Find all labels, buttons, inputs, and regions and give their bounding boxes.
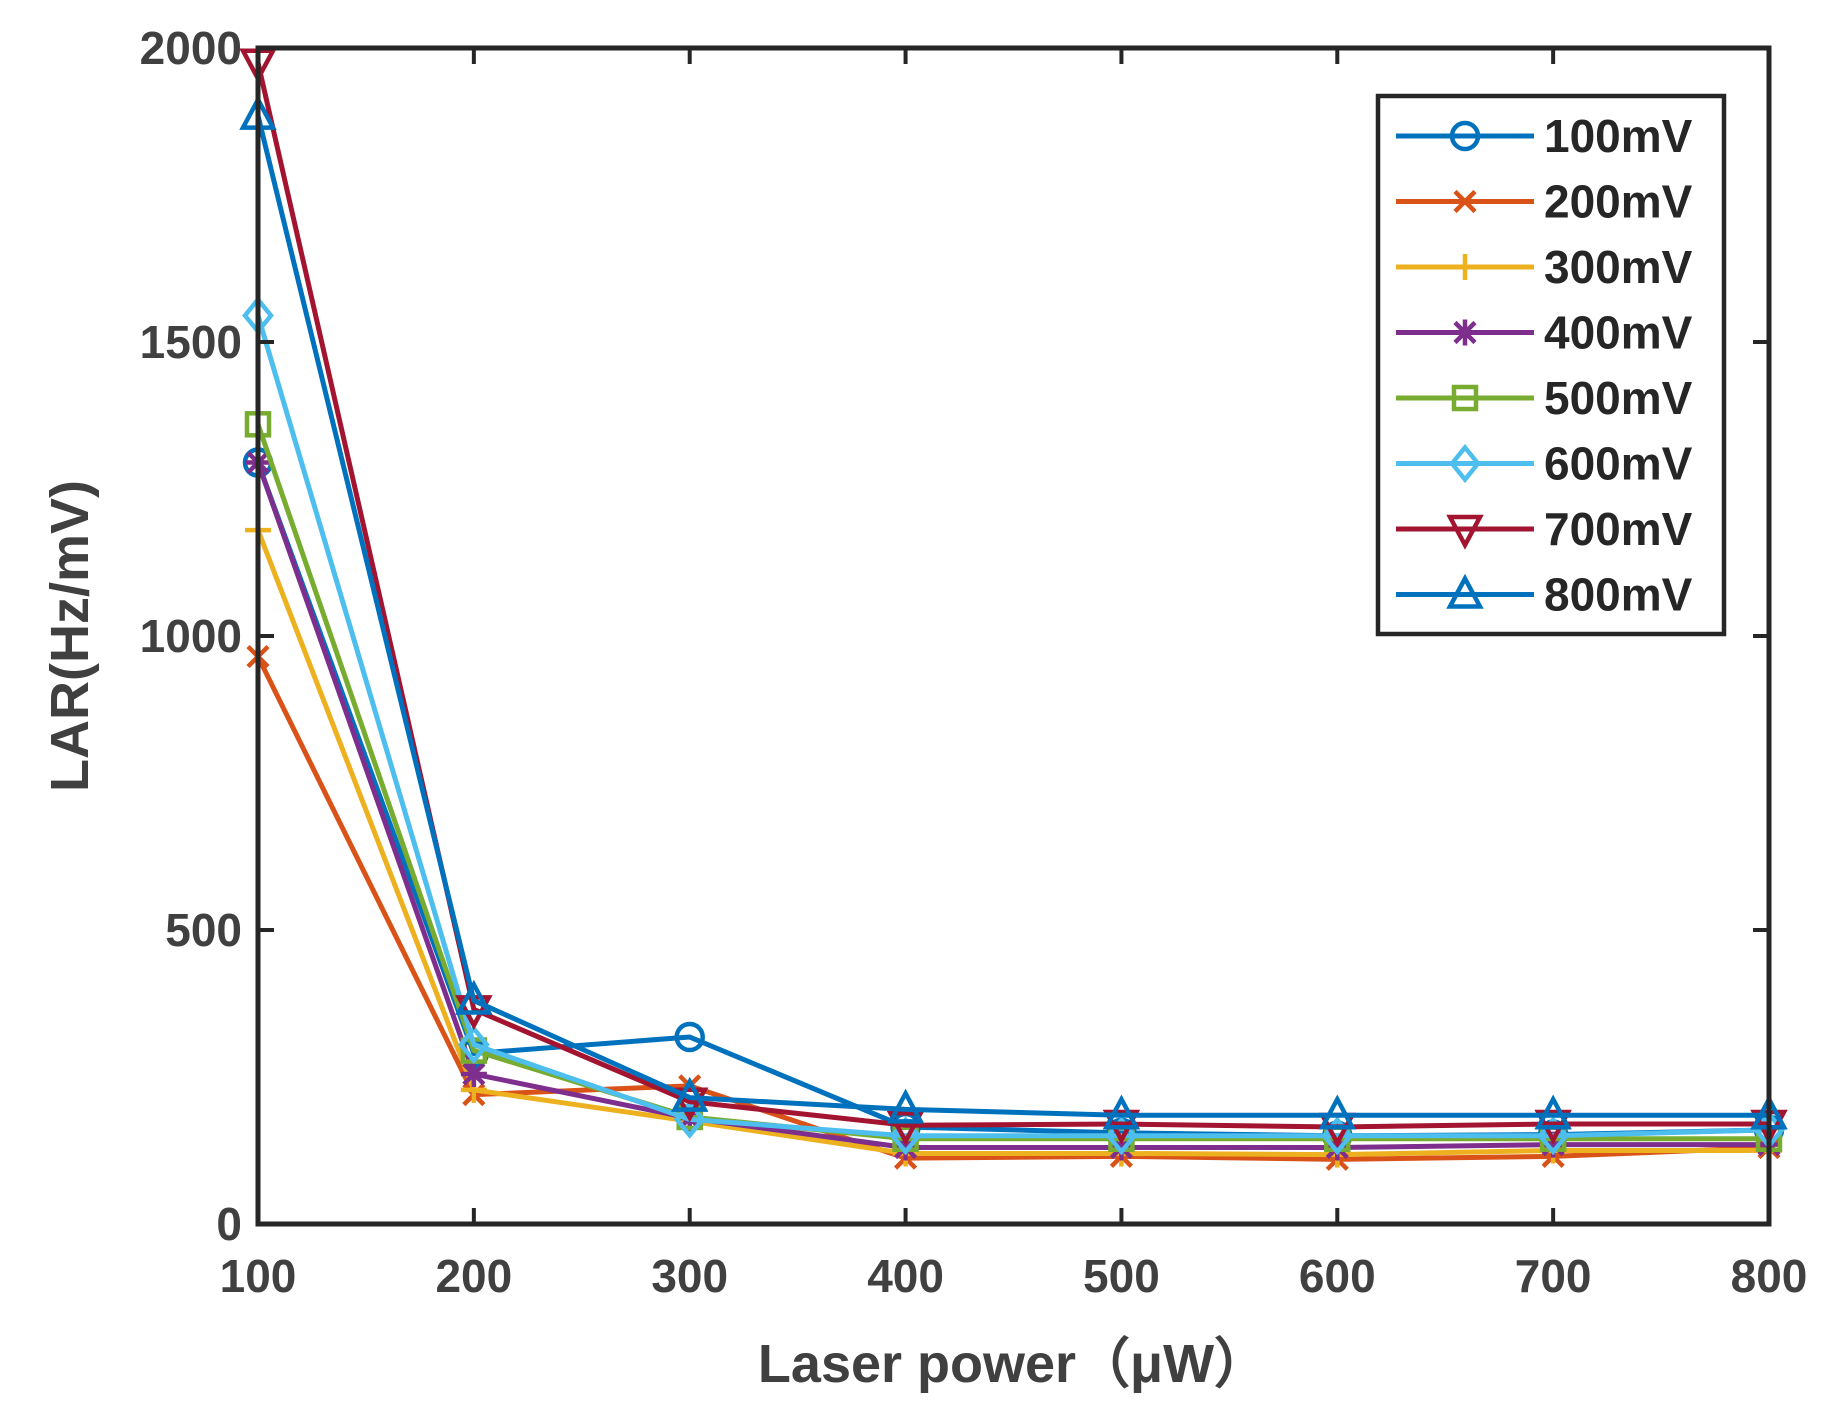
y-tick-label: 1500 <box>140 316 242 368</box>
data-point-800mv-600 <box>1318 1094 1357 1130</box>
data-point-800mv-200 <box>455 979 493 1015</box>
legend-item-800mv: 800mV <box>1396 569 1693 621</box>
legend-label: 200mV <box>1544 176 1693 228</box>
legend-item-200mv: 200mV <box>1396 176 1693 228</box>
legend-label: 100mV <box>1544 110 1693 162</box>
data-point-600mv-500 <box>1105 1116 1138 1156</box>
data-point-400mv-200 <box>460 1061 487 1088</box>
legend-item-500mv: 500mV <box>1396 372 1693 424</box>
data-point-100mv-300 <box>674 1021 705 1053</box>
legend-item-300mv: 300mV <box>1396 241 1693 293</box>
legend-item-400mv: 400mV <box>1396 307 1693 359</box>
legend-marker-200mv <box>1453 189 1477 214</box>
data-point-700mv-300 <box>670 1087 709 1123</box>
legend-box <box>1375 93 1727 637</box>
legend-marker-700mv <box>1446 514 1484 550</box>
x-tick-label: 500 <box>1083 1250 1160 1302</box>
legend-marker-600mv <box>1449 443 1481 484</box>
data-point-700mv-400 <box>886 1110 925 1146</box>
x-tick-label: 800 <box>1731 1250 1808 1302</box>
y-tick-label: 2000 <box>140 22 242 74</box>
series-line-200mv <box>255 655 1770 1162</box>
legend: 100mV 200mV 300mV 400mV 500mV 600mV 700mV 800mV <box>1375 93 1727 637</box>
series-line-600mv <box>255 314 1770 1139</box>
series-line-500mv <box>255 423 1769 1142</box>
x-tick-label: 100 <box>220 1250 297 1302</box>
tick-layer: 100 200 300 400 500 600 700 800 0 500 1000 1500 2000 <box>140 22 1808 1302</box>
data-point-600mv-300 <box>673 1099 706 1139</box>
series-line-800mv <box>255 115 1769 1118</box>
y-tick-label: 1000 <box>140 610 242 662</box>
series-line-300mv <box>255 529 1769 1158</box>
legend-label: 500mV <box>1544 372 1693 424</box>
y-tick-label: 500 <box>165 904 242 956</box>
data-point-800mv-300 <box>670 1076 709 1112</box>
x-tick-label: 700 <box>1515 1250 1592 1302</box>
series-line-700mv <box>255 62 1769 1130</box>
legend-item-700mv: 700mV <box>1396 503 1693 555</box>
x-tick-label: 200 <box>435 1250 512 1302</box>
legend-label: 600mV <box>1544 438 1693 490</box>
legend-marker-100mv <box>1449 120 1481 152</box>
data-point-600mv-700 <box>1537 1116 1570 1156</box>
legend-label: 800mV <box>1544 569 1693 621</box>
legend-marker-400mv <box>1452 319 1478 346</box>
legend-label: 700mV <box>1544 503 1693 555</box>
data-point-800mv-500 <box>1102 1094 1141 1130</box>
x-tick-label: 600 <box>1299 1250 1376 1302</box>
x-axis-label: Laser power（μW） <box>758 1334 1268 1394</box>
y-tick-label: 0 <box>216 1198 242 1250</box>
legend-label: 400mV <box>1544 307 1693 359</box>
x-tick-label: 300 <box>651 1250 728 1302</box>
legend-marker-300mv <box>1452 254 1478 280</box>
legend-label: 300mV <box>1544 241 1693 293</box>
x-tick-label: 400 <box>867 1250 944 1302</box>
legend-item-100mv: 100mV <box>1396 110 1693 162</box>
series-layer <box>239 48 1788 1171</box>
data-point-800mv-400 <box>886 1088 925 1124</box>
y-axis-label: LAR(Hz/mV) <box>40 480 100 792</box>
legend-marker-800mv <box>1446 573 1484 609</box>
data-point-600mv-200 <box>457 1025 490 1065</box>
series-line-400mv <box>255 461 1769 1151</box>
legend-item-600mv: 600mV <box>1396 438 1693 490</box>
data-point-800mv-700 <box>1534 1094 1572 1130</box>
data-point-600mv-400 <box>889 1116 922 1156</box>
legend-marker-500mv <box>1451 384 1479 412</box>
